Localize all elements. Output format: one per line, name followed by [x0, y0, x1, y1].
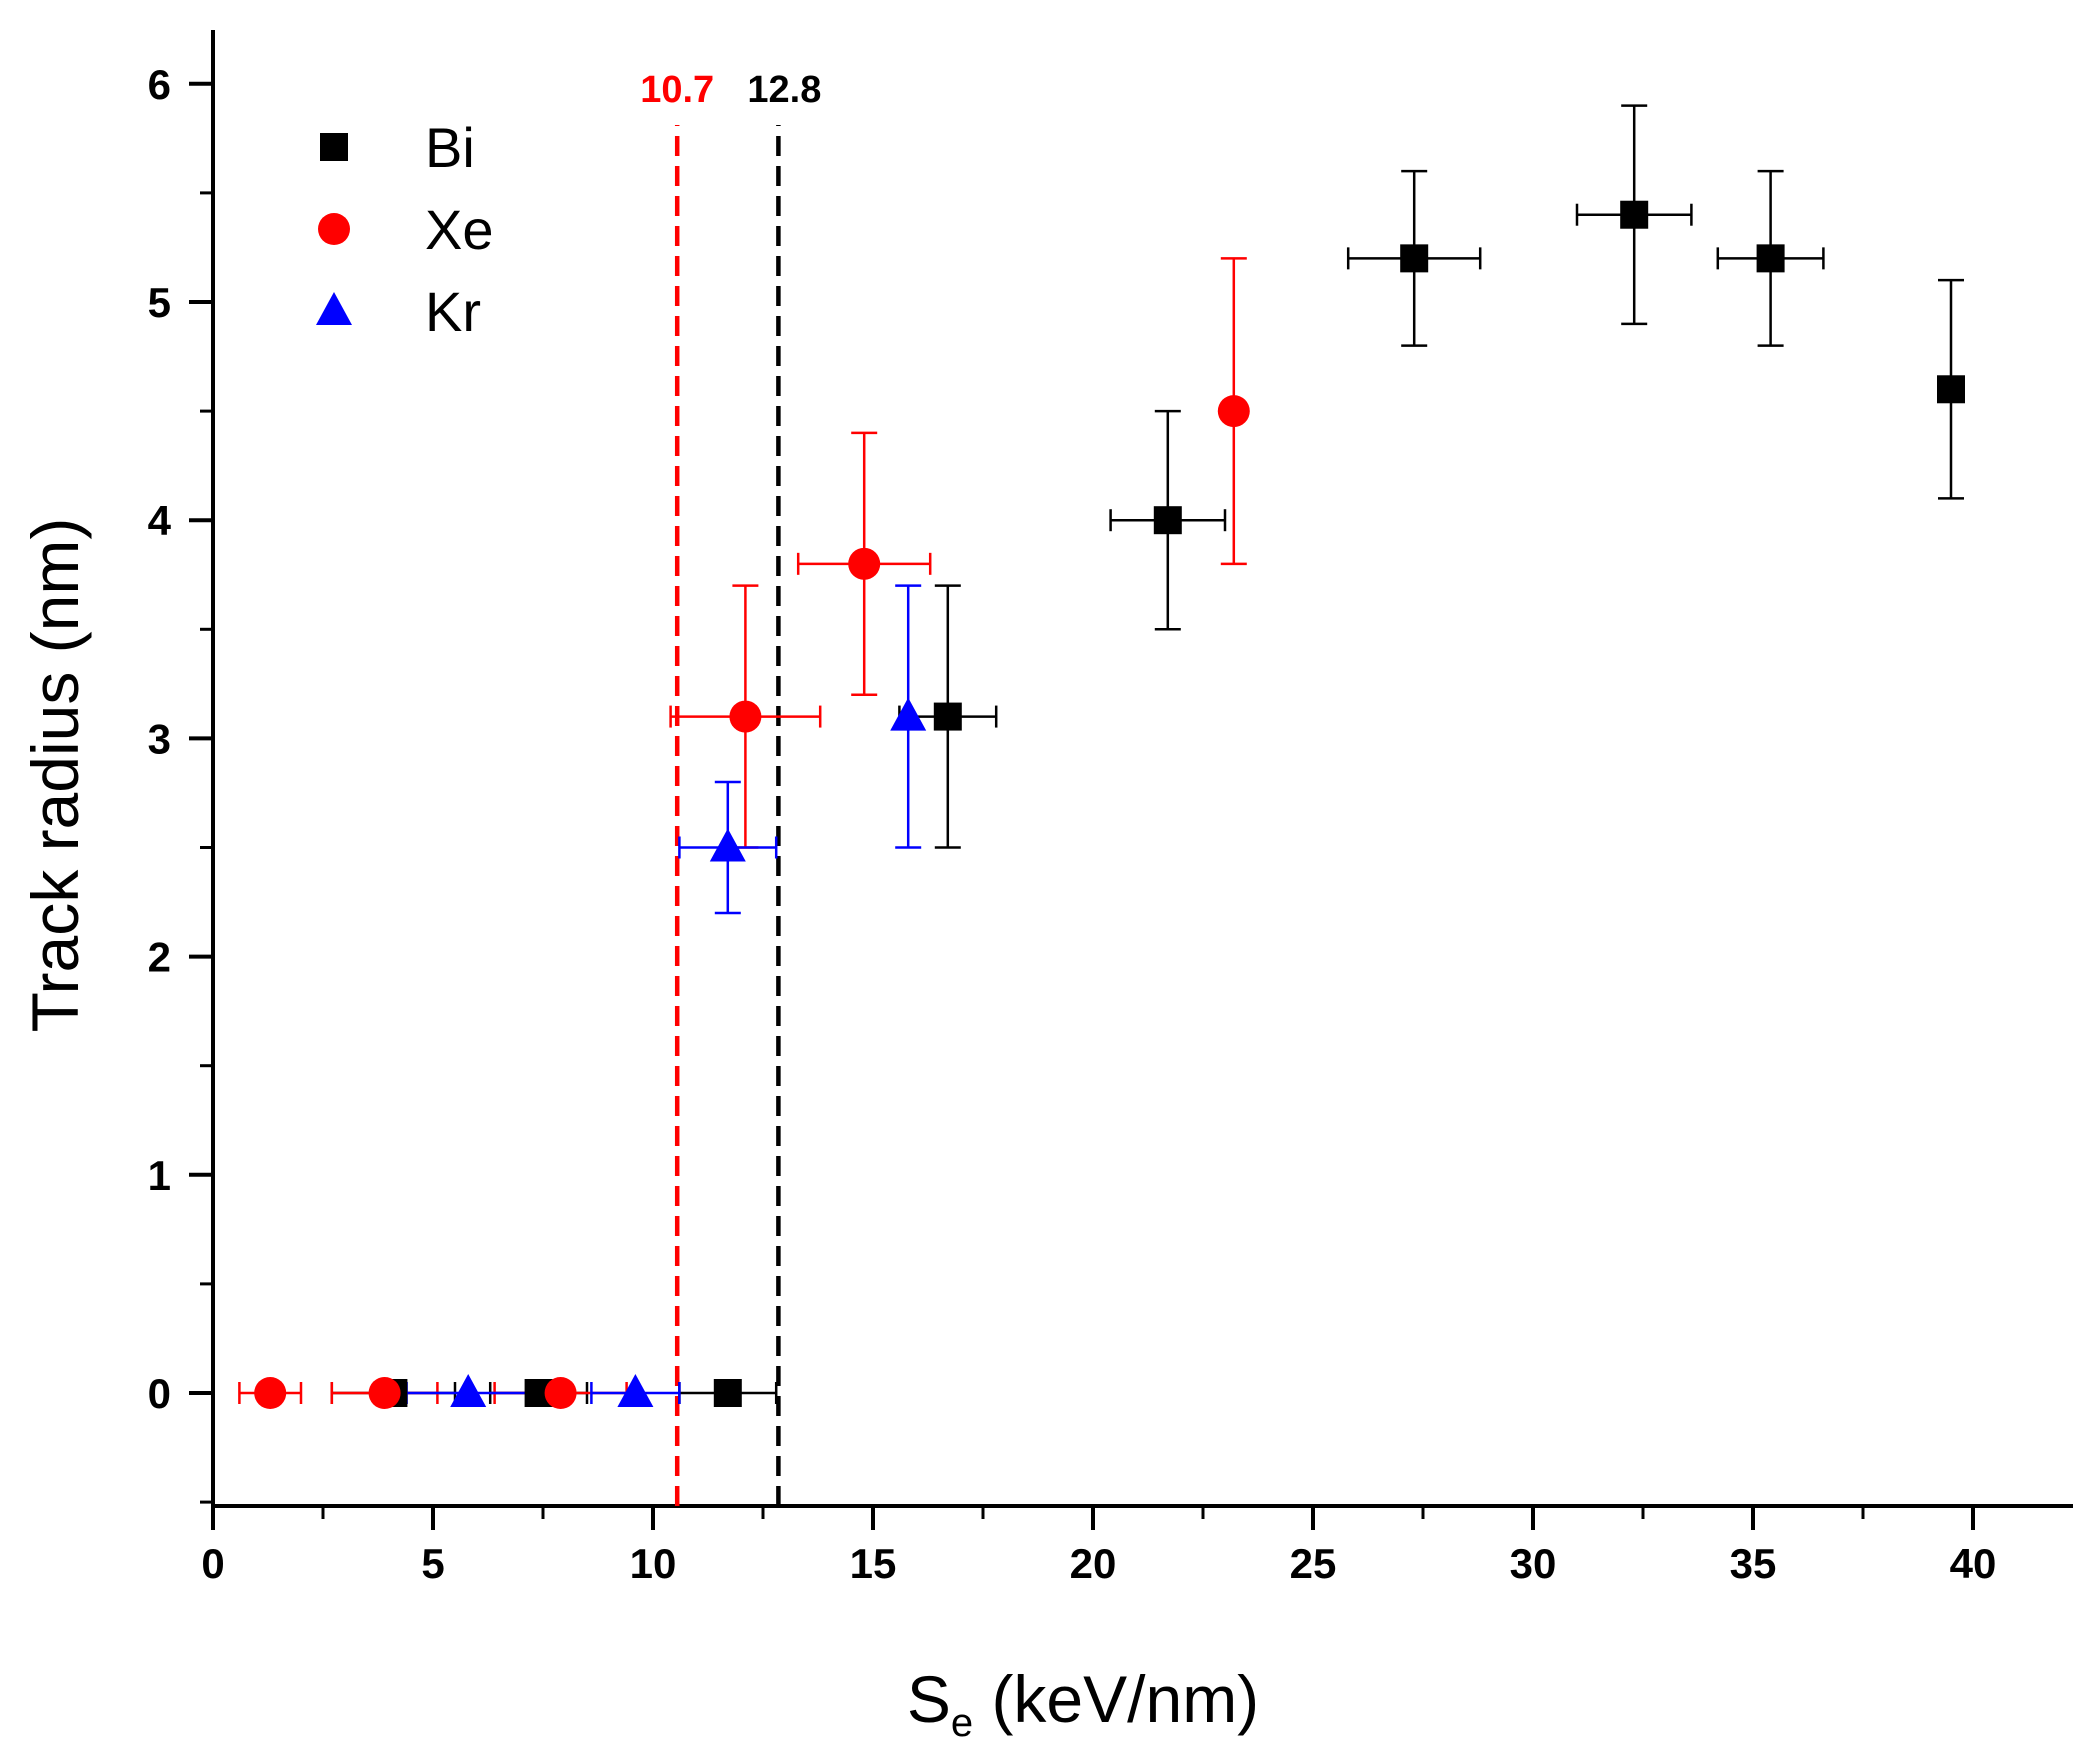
axes: 0 5 10 15 20 25 30 35 40 0 1 2 3 4 5 6 [148, 30, 2073, 1587]
data-point-xe [368, 1377, 401, 1409]
legend-label-xe: Xe [425, 198, 494, 261]
data-point-bi [1756, 244, 1785, 273]
legend-label-bi: Bi [425, 116, 475, 179]
x-tick-label: 40 [1950, 1540, 1997, 1587]
data-point-bi [1937, 375, 1965, 404]
data-point-xe [254, 1377, 287, 1409]
y-tick-label: 0 [148, 1370, 171, 1417]
x-axis-title: Se (keV/nm) [907, 1662, 1259, 1745]
threshold-label: 10.7 [640, 69, 714, 111]
data-markers [254, 200, 1965, 1409]
y-tick-label: 1 [148, 1152, 171, 1199]
legend-marker-kr [316, 292, 352, 325]
legend-marker-bi [320, 133, 348, 161]
x-tick-label: 20 [1070, 1540, 1117, 1587]
x-tick-label: 5 [421, 1540, 444, 1587]
y-tick-label: 4 [148, 497, 172, 544]
y-tick-label: 6 [148, 61, 171, 108]
data-point-bi [933, 702, 962, 731]
y-tick-label: 3 [148, 715, 171, 762]
axis-titles: Se (keV/nm) Track radius (nm) [18, 518, 1259, 1745]
x-tick-label: 30 [1510, 1540, 1557, 1587]
data-point-xe [848, 547, 881, 580]
x-tick-label: 15 [850, 1540, 897, 1587]
data-point-bi [713, 1379, 742, 1407]
x-tick-label: 10 [630, 1540, 677, 1587]
legend: Bi Xe Kr [316, 116, 494, 343]
threshold-label: 12.8 [747, 69, 821, 111]
data-point-bi [1400, 244, 1429, 273]
data-point-kr [617, 1374, 654, 1407]
data-point-kr [450, 1374, 487, 1407]
data-point-xe [544, 1377, 577, 1409]
legend-label-kr: Kr [425, 280, 481, 343]
x-tick-label: 25 [1290, 1540, 1337, 1587]
data-point-xe [1217, 395, 1250, 428]
x-tick-label: 0 [201, 1540, 224, 1587]
legend-marker-xe [318, 213, 350, 245]
error-bars [238, 104, 1964, 1404]
y-axis-title: Track radius (nm) [18, 518, 92, 1033]
threshold-lines: 10.7 12.8 [640, 69, 821, 1506]
data-point-bi [1620, 200, 1649, 229]
x-tick-label: 35 [1730, 1540, 1777, 1587]
y-tick-label: 2 [148, 934, 171, 981]
data-point-kr [890, 697, 927, 731]
data-point-bi [1153, 506, 1182, 535]
data-point-kr [709, 828, 746, 862]
data-point-xe [729, 700, 762, 733]
y-tick-label: 5 [148, 279, 171, 326]
